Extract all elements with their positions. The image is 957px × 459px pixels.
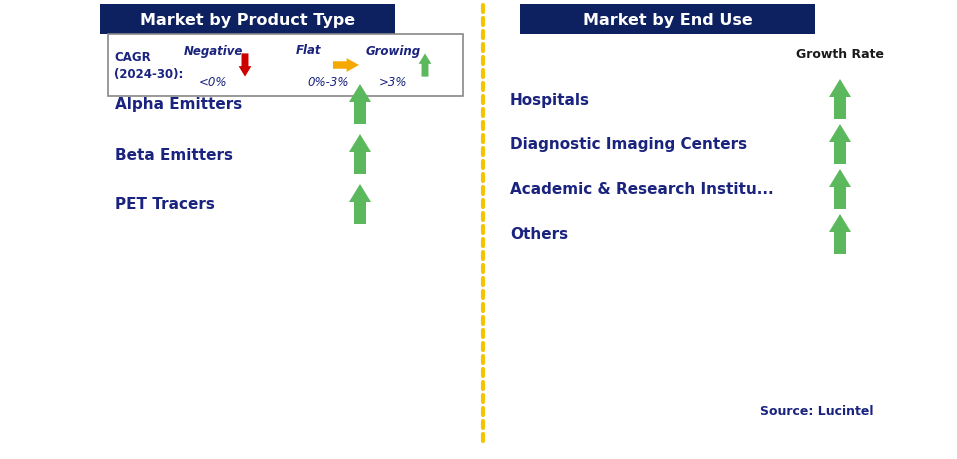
Polygon shape — [829, 214, 851, 254]
Text: Beta Emitters: Beta Emitters — [115, 147, 233, 162]
Polygon shape — [238, 54, 252, 78]
Text: >3%: >3% — [379, 76, 408, 90]
Polygon shape — [333, 59, 359, 73]
Text: Academic & Research Institu...: Academic & Research Institu... — [510, 182, 773, 197]
Polygon shape — [418, 54, 432, 78]
Text: Hospitals: Hospitals — [510, 92, 590, 107]
Text: Flat: Flat — [296, 45, 321, 57]
Text: Growth Rate: Growth Rate — [796, 48, 884, 62]
Text: Negative: Negative — [184, 45, 243, 57]
Polygon shape — [349, 185, 371, 224]
Text: PET Tracers: PET Tracers — [115, 197, 215, 212]
FancyBboxPatch shape — [100, 5, 395, 35]
Text: Source: Lucintel: Source: Lucintel — [760, 405, 874, 418]
Text: Market by Product Type: Market by Product Type — [140, 12, 355, 28]
Text: Diagnostic Imaging Centers: Diagnostic Imaging Centers — [510, 137, 747, 152]
Text: <0%: <0% — [199, 76, 227, 90]
Text: Alpha Emitters: Alpha Emitters — [115, 97, 242, 112]
Text: Market by End Use: Market by End Use — [583, 12, 752, 28]
Polygon shape — [829, 80, 851, 120]
Text: Growing: Growing — [366, 45, 420, 57]
FancyBboxPatch shape — [520, 5, 815, 35]
Text: Growth Rate: Growth Rate — [316, 48, 404, 62]
Polygon shape — [349, 85, 371, 125]
Polygon shape — [829, 125, 851, 165]
Polygon shape — [349, 134, 371, 174]
FancyBboxPatch shape — [108, 35, 463, 97]
Polygon shape — [829, 170, 851, 210]
Text: Others: Others — [510, 227, 568, 242]
Text: 0%-3%: 0%-3% — [307, 76, 348, 90]
Text: CAGR
(2024-30):: CAGR (2024-30): — [114, 51, 184, 81]
